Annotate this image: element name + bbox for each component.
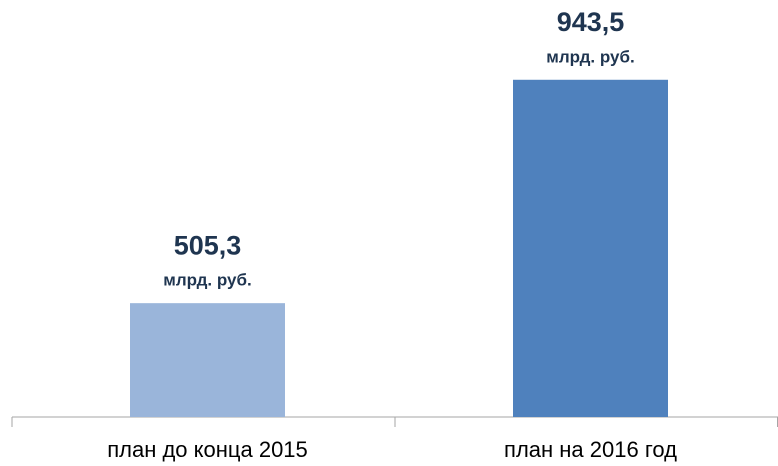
value-label: 943,5 bbox=[557, 7, 625, 37]
bar bbox=[513, 79, 668, 417]
x-tick-label: план на 2016 год bbox=[504, 437, 677, 462]
unit-label: млрд. руб. bbox=[163, 271, 251, 290]
value-label: 505,3 bbox=[174, 230, 242, 260]
x-tick-label: план до конца 2015 bbox=[107, 437, 308, 462]
unit-label: млрд. руб. bbox=[546, 47, 634, 66]
bar bbox=[130, 303, 285, 417]
